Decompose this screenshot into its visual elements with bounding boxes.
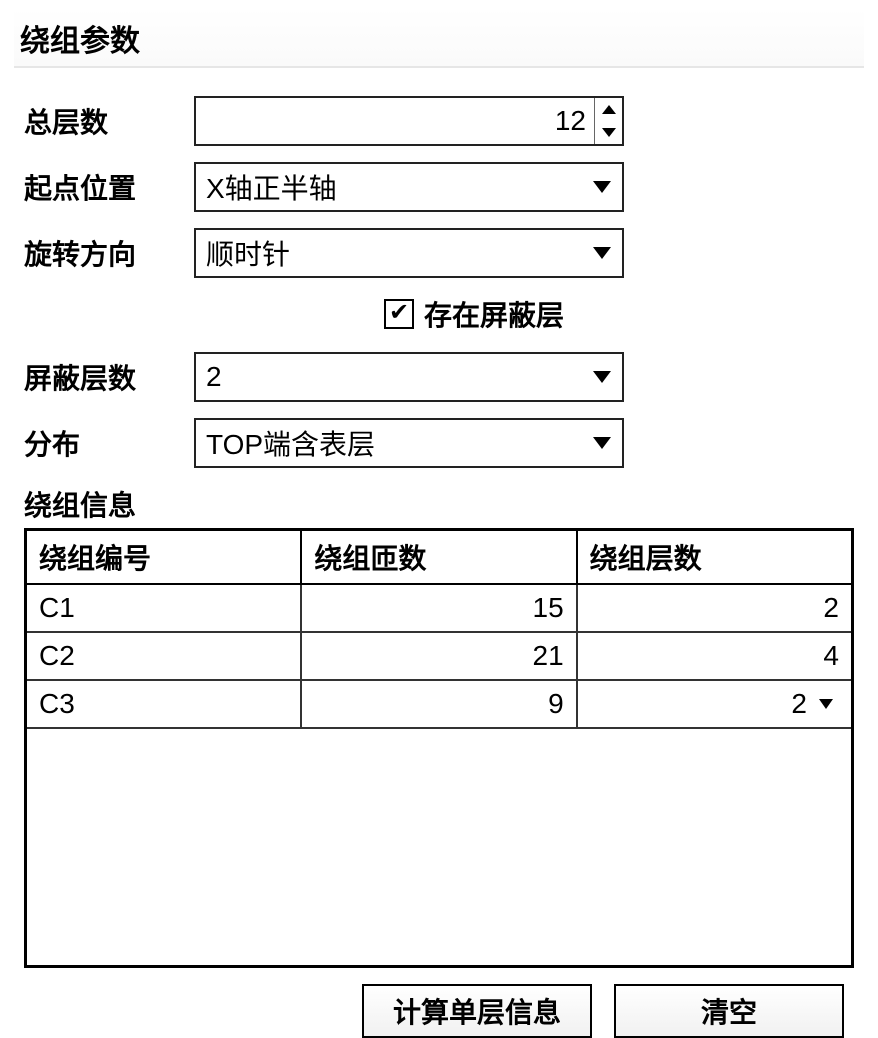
dropdown-arrow [582,437,622,449]
chevron-down-icon [593,371,611,383]
table-row[interactable]: C2214 [27,633,851,681]
spinner-buttons [594,98,622,144]
cell-turns: 9 [302,681,577,729]
shield-layers-dropdown[interactable]: 2 [194,352,624,402]
row-start-position: 起点位置 X轴正半轴 [24,162,854,212]
chevron-down-icon [593,247,611,259]
section-title: 绕组参数 [14,8,864,68]
rotation-dropdown[interactable]: 顺时针 [194,228,624,278]
button-row: 计算单层信息 清空 [24,984,854,1038]
total-layers-spinner[interactable]: 12 [194,96,624,146]
winding-table: 绕组编号 绕组匝数 绕组层数 C1152C2214C392 [24,528,854,968]
label-has-shield: 存在屏蔽层 [424,294,564,334]
row-rotation: 旋转方向 顺时针 [24,228,854,278]
start-position-value: X轴正半轴 [196,167,582,207]
cell-layers: 2 [578,585,851,633]
row-total-layers: 总层数 12 [24,96,854,146]
table-row[interactable]: C392 [27,681,851,729]
chevron-down-icon [593,437,611,449]
start-position-dropdown[interactable]: X轴正半轴 [194,162,624,212]
form-area: 总层数 12 起点位置 X轴正半轴 旋转方向 顺时针 [14,68,864,1038]
table-title: 绕组信息 [24,484,854,524]
clear-button[interactable]: 清空 [614,984,844,1038]
cell-id: C1 [27,585,302,633]
label-rotation: 旋转方向 [24,233,194,273]
shield-layers-value: 2 [196,361,582,393]
row-distribution: 分布 TOP端含表层 [24,418,854,468]
cell-layers: 4 [578,633,851,681]
table-row[interactable]: C1152 [27,585,851,633]
spin-down-button[interactable] [595,121,622,144]
dropdown-arrow [582,371,622,383]
spin-up-button[interactable] [595,98,622,121]
col-header-turns: 绕组匝数 [302,531,577,585]
chevron-down-icon [593,181,611,193]
label-distribution: 分布 [24,423,194,463]
dropdown-arrow [582,247,622,259]
label-start-position: 起点位置 [24,167,194,207]
chevron-up-icon [602,105,616,114]
check-icon: ✔ [389,301,409,325]
cell-id: C3 [27,681,302,729]
compute-button[interactable]: 计算单层信息 [362,984,592,1038]
chevron-down-icon [813,699,839,709]
cell-turns: 15 [302,585,577,633]
col-header-layers: 绕组层数 [578,531,851,585]
row-shield-layers: 屏蔽层数 2 [24,352,854,402]
col-header-id: 绕组编号 [27,531,302,585]
cell-layers[interactable]: 2 [578,681,851,729]
cell-layers-value: 2 [590,688,813,720]
distribution-value: TOP端含表层 [196,423,582,463]
table-body: C1152C2214C392 [27,585,851,729]
label-shield-layers: 屏蔽层数 [24,357,194,397]
table-header: 绕组编号 绕组匝数 绕组层数 [27,531,851,585]
label-total-layers: 总层数 [24,101,194,141]
dropdown-arrow [582,181,622,193]
cell-id: C2 [27,633,302,681]
chevron-down-icon [602,128,616,137]
distribution-dropdown[interactable]: TOP端含表层 [194,418,624,468]
has-shield-checkbox[interactable]: ✔ [384,299,414,329]
rotation-value: 顺时针 [196,233,582,273]
total-layers-value: 12 [196,105,594,137]
row-has-shield: ✔ 存在屏蔽层 [24,294,854,334]
cell-turns: 21 [302,633,577,681]
